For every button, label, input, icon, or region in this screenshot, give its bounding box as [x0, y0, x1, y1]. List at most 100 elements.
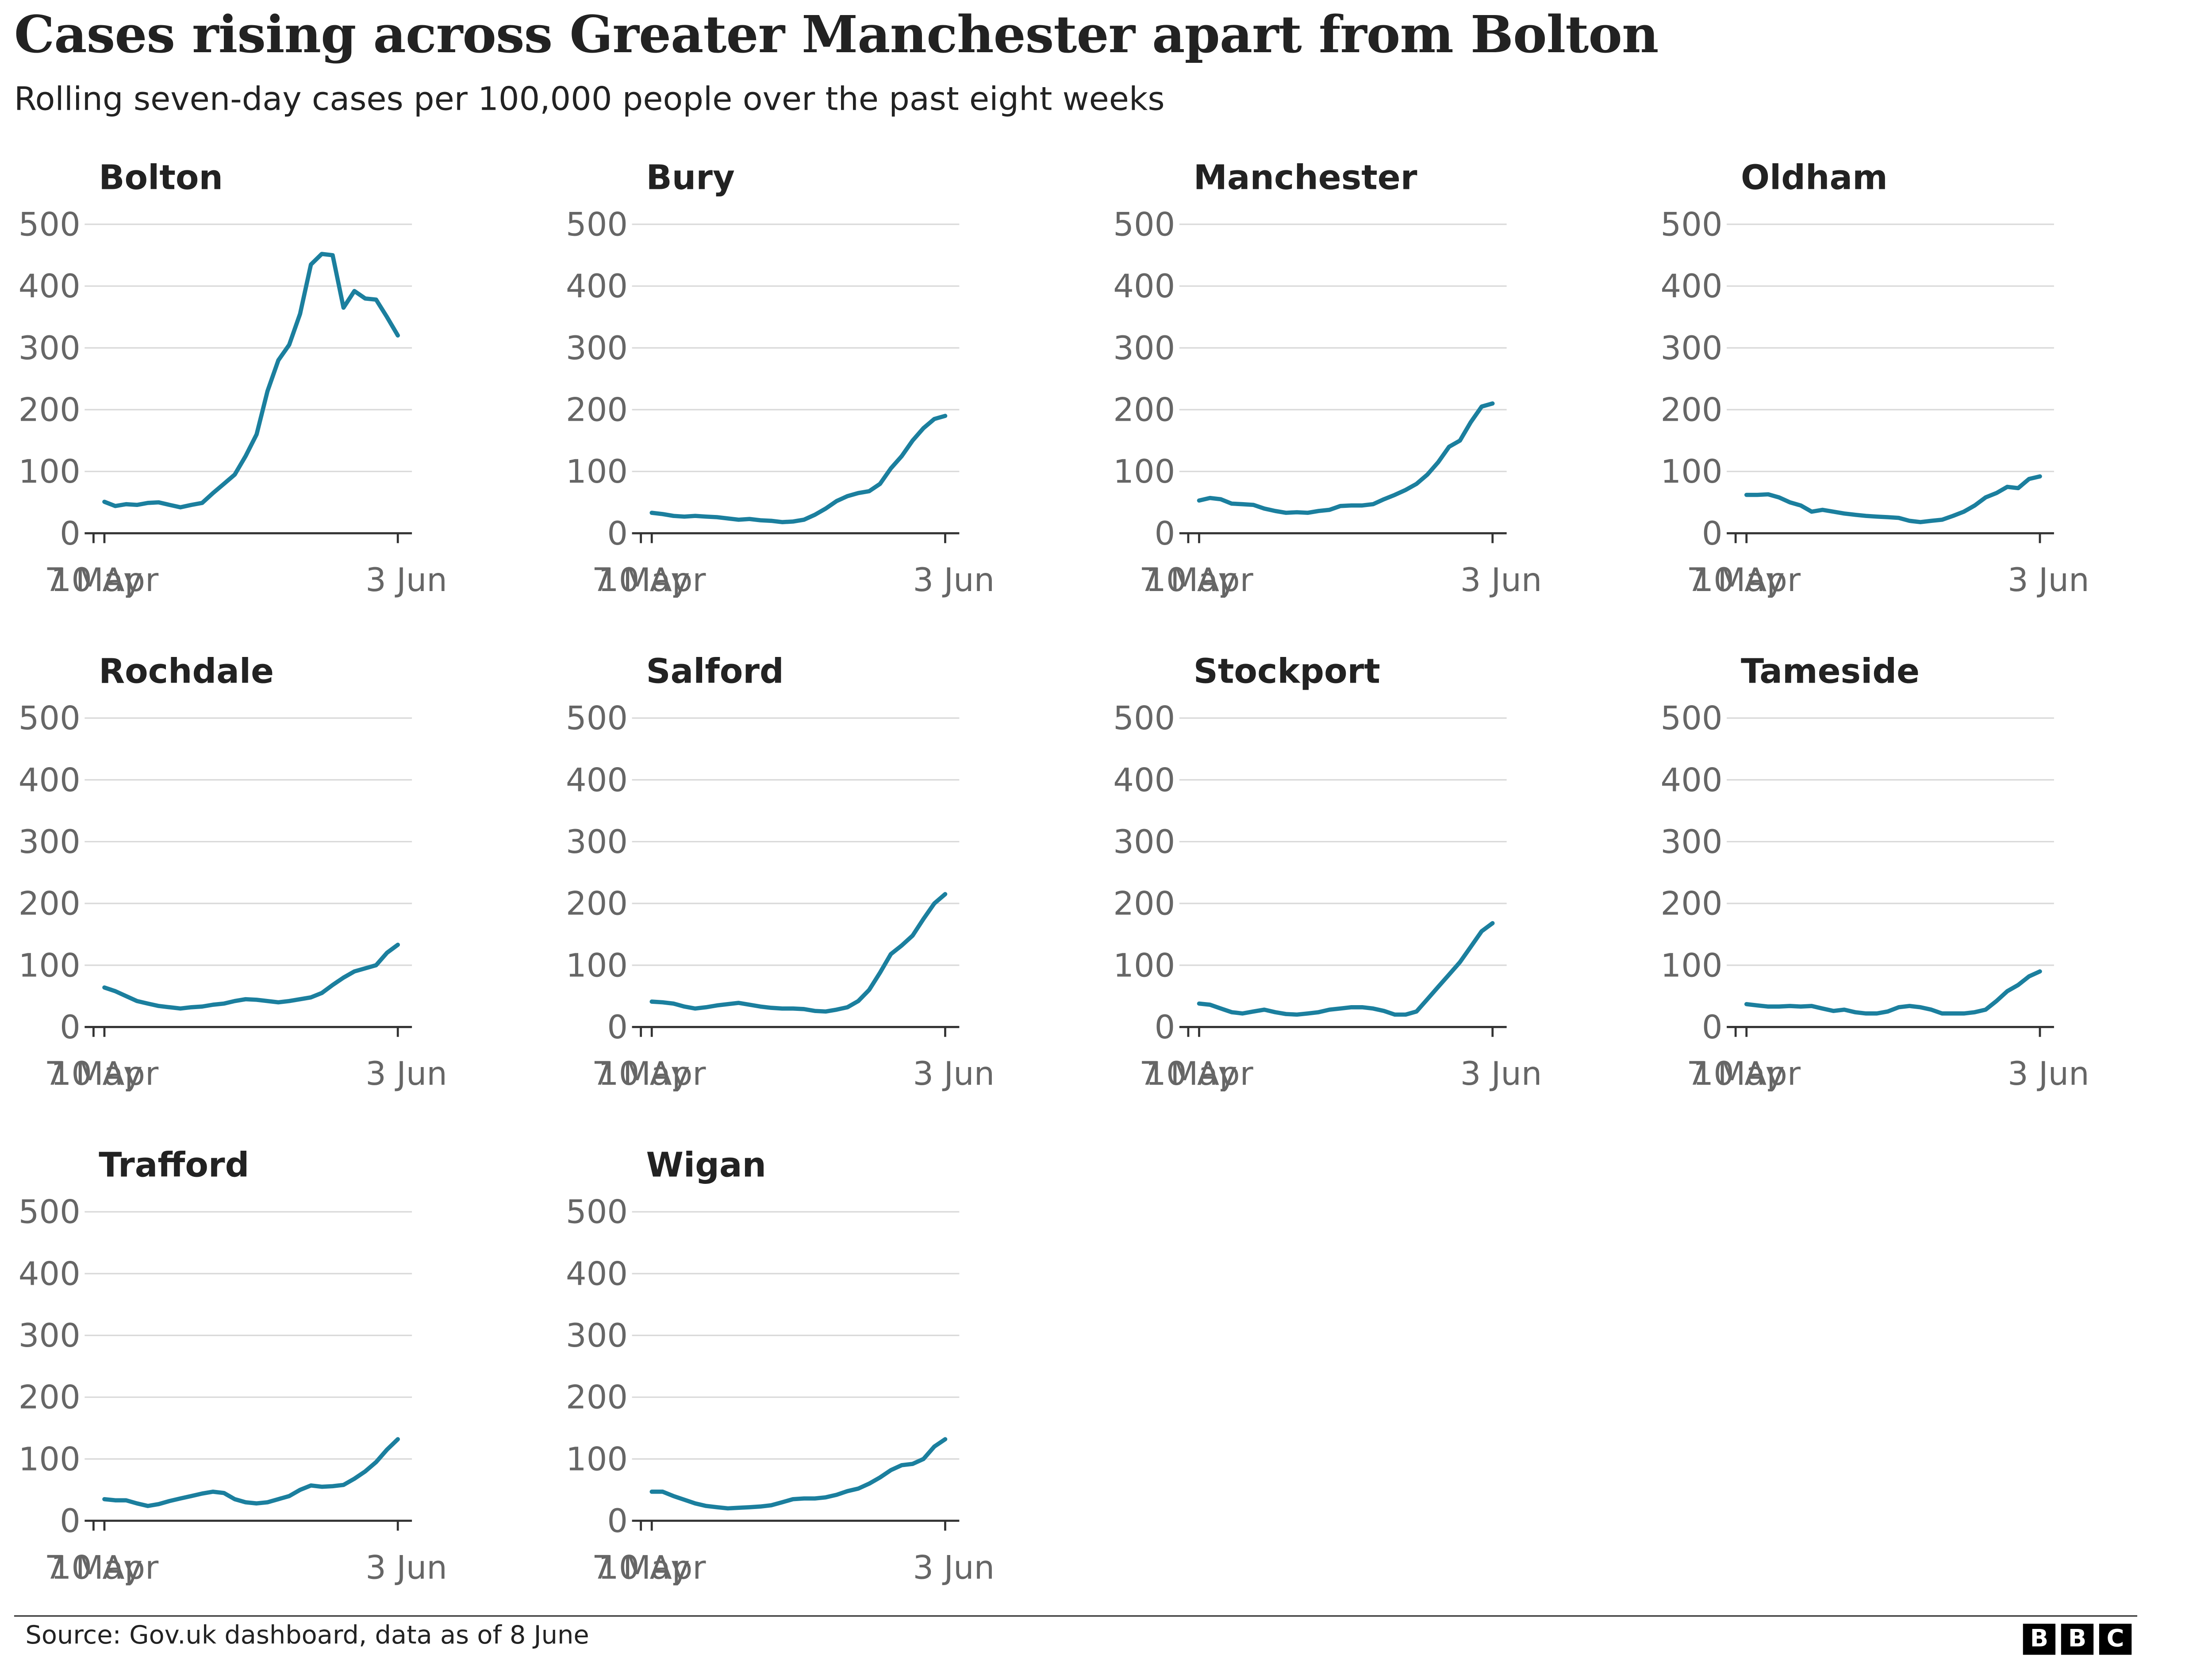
y-tick-label: 300: [1661, 823, 1723, 861]
series-line: [649, 414, 948, 524]
x-tick-label: 10 Apr: [1145, 1055, 1253, 1093]
x-tick-label: 7 May: [45, 1549, 143, 1586]
panel-title: Bolton: [99, 158, 223, 197]
series-line: [649, 1437, 948, 1511]
series-line: [1744, 474, 2042, 524]
y-tick-label: 500: [1661, 206, 1723, 244]
series-line: [1744, 969, 2042, 1016]
series-line: [102, 942, 400, 1011]
y-tick-label: 300: [19, 823, 81, 861]
y-tick-label: 300: [566, 823, 628, 861]
logo-letter: B: [2023, 1624, 2056, 1655]
y-tick-label: 200: [1113, 392, 1175, 429]
y-tick-label: 200: [1661, 392, 1723, 429]
panel-title: Tameside: [1741, 652, 1920, 691]
source-note: Source: Gov.uk dashboard, data as of 8 J…: [25, 1621, 589, 1651]
x-tick-label: 3 Jun: [365, 1549, 447, 1586]
y-tick-label: 300: [1113, 330, 1175, 367]
y-tick-label: 400: [1113, 761, 1175, 799]
y-tick-label: 300: [566, 1317, 628, 1355]
logo-letter: C: [2099, 1624, 2132, 1655]
y-tick-label: 400: [566, 268, 628, 305]
x-tick-label: 7 May: [1686, 561, 1785, 599]
x-tick-label: 7 May: [45, 561, 143, 599]
y-tick-label: 400: [566, 1255, 628, 1293]
y-tick-label: 0: [607, 1502, 628, 1540]
page-subtitle: Rolling seven-day cases per 100,000 peop…: [14, 81, 1165, 119]
x-tick-label: 10 Apr: [51, 561, 159, 599]
panel-title: Oldham: [1741, 158, 1888, 197]
y-tick-label: 100: [566, 947, 628, 984]
y-tick-label: 200: [566, 392, 628, 429]
panel-title: Rochdale: [99, 652, 274, 691]
y-tick-label: 100: [19, 453, 81, 491]
y-tick-label: 400: [1661, 268, 1723, 305]
x-tick-label: 7 May: [1139, 561, 1237, 599]
y-tick-label: 0: [1155, 1009, 1175, 1046]
y-tick-label: 100: [19, 1440, 81, 1478]
y-tick-label: 100: [566, 453, 628, 491]
y-tick-label: 200: [1661, 885, 1723, 923]
x-tick-label: 3 Jun: [913, 1055, 995, 1093]
x-tick-label: 10 Apr: [598, 1549, 706, 1586]
y-tick-label: 0: [1702, 1009, 1723, 1046]
x-tick-label: 10 Apr: [51, 1549, 159, 1586]
y-tick-label: 400: [1661, 761, 1723, 799]
x-tick-label: 3 Jun: [913, 1549, 995, 1586]
logo-letter: B: [2061, 1624, 2094, 1655]
panel-title: Manchester: [1194, 158, 1417, 197]
x-tick-label: 10 Apr: [1145, 561, 1253, 599]
y-tick-label: 500: [566, 700, 628, 737]
y-tick-label: 200: [19, 1379, 81, 1417]
y-tick-label: 500: [1113, 206, 1175, 244]
y-tick-label: 500: [1113, 700, 1175, 737]
x-tick-label: 7 May: [45, 1055, 143, 1093]
x-tick-label: 3 Jun: [365, 1055, 447, 1093]
y-tick-label: 0: [607, 515, 628, 553]
panel-title: Stockport: [1194, 652, 1380, 691]
y-tick-label: 500: [1661, 700, 1723, 737]
y-tick-label: 400: [19, 1255, 81, 1293]
panel-title: Trafford: [99, 1145, 249, 1185]
y-tick-label: 0: [60, 515, 81, 553]
x-tick-label: 3 Jun: [1460, 1055, 1542, 1093]
x-tick-label: 7 May: [592, 1549, 690, 1586]
y-tick-label: 100: [1661, 453, 1723, 491]
panel-title: Wigan: [646, 1145, 766, 1185]
series-line: [1197, 401, 1495, 515]
y-tick-label: 100: [1113, 947, 1175, 984]
x-tick-label: 7 May: [592, 1055, 690, 1093]
x-tick-label: 10 Apr: [51, 1055, 159, 1093]
y-tick-label: 0: [607, 1009, 628, 1046]
y-tick-label: 400: [19, 761, 81, 799]
series-line: [102, 1437, 400, 1508]
x-tick-label: 10 Apr: [598, 1055, 706, 1093]
x-tick-label: 10 Apr: [1693, 561, 1801, 599]
footer-rule: [14, 1615, 2138, 1617]
y-tick-label: 100: [19, 947, 81, 984]
y-tick-label: 200: [566, 1379, 628, 1417]
x-tick-label: 10 Apr: [598, 561, 706, 599]
y-tick-label: 300: [19, 330, 81, 367]
y-tick-label: 400: [566, 761, 628, 799]
y-tick-label: 0: [60, 1502, 81, 1540]
series-line: [649, 892, 948, 1014]
panel-title: Salford: [646, 652, 783, 691]
series-line: [1197, 921, 1495, 1017]
y-tick-label: 100: [1113, 453, 1175, 491]
y-tick-label: 500: [566, 206, 628, 244]
page-title: Cases rising across Greater Manchester a…: [14, 5, 1659, 65]
series-line: [102, 252, 400, 510]
y-tick-label: 0: [1155, 515, 1175, 553]
x-tick-label: 3 Jun: [365, 561, 447, 599]
x-tick-label: 3 Jun: [2008, 1055, 2089, 1093]
y-tick-label: 400: [19, 268, 81, 305]
